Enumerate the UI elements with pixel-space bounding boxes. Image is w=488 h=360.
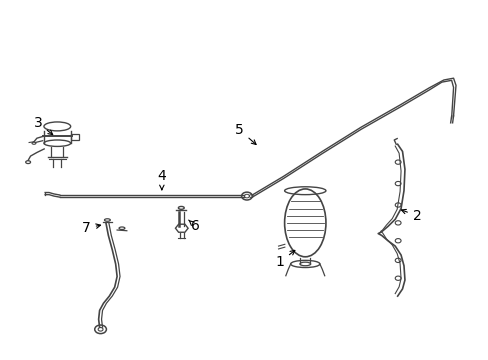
Text: 4: 4 bbox=[157, 170, 166, 190]
Text: 3: 3 bbox=[33, 116, 53, 135]
Text: 5: 5 bbox=[235, 123, 256, 144]
Text: 6: 6 bbox=[188, 220, 200, 233]
Text: 7: 7 bbox=[82, 221, 101, 235]
Text: 2: 2 bbox=[401, 209, 421, 223]
Text: 1: 1 bbox=[275, 250, 294, 269]
